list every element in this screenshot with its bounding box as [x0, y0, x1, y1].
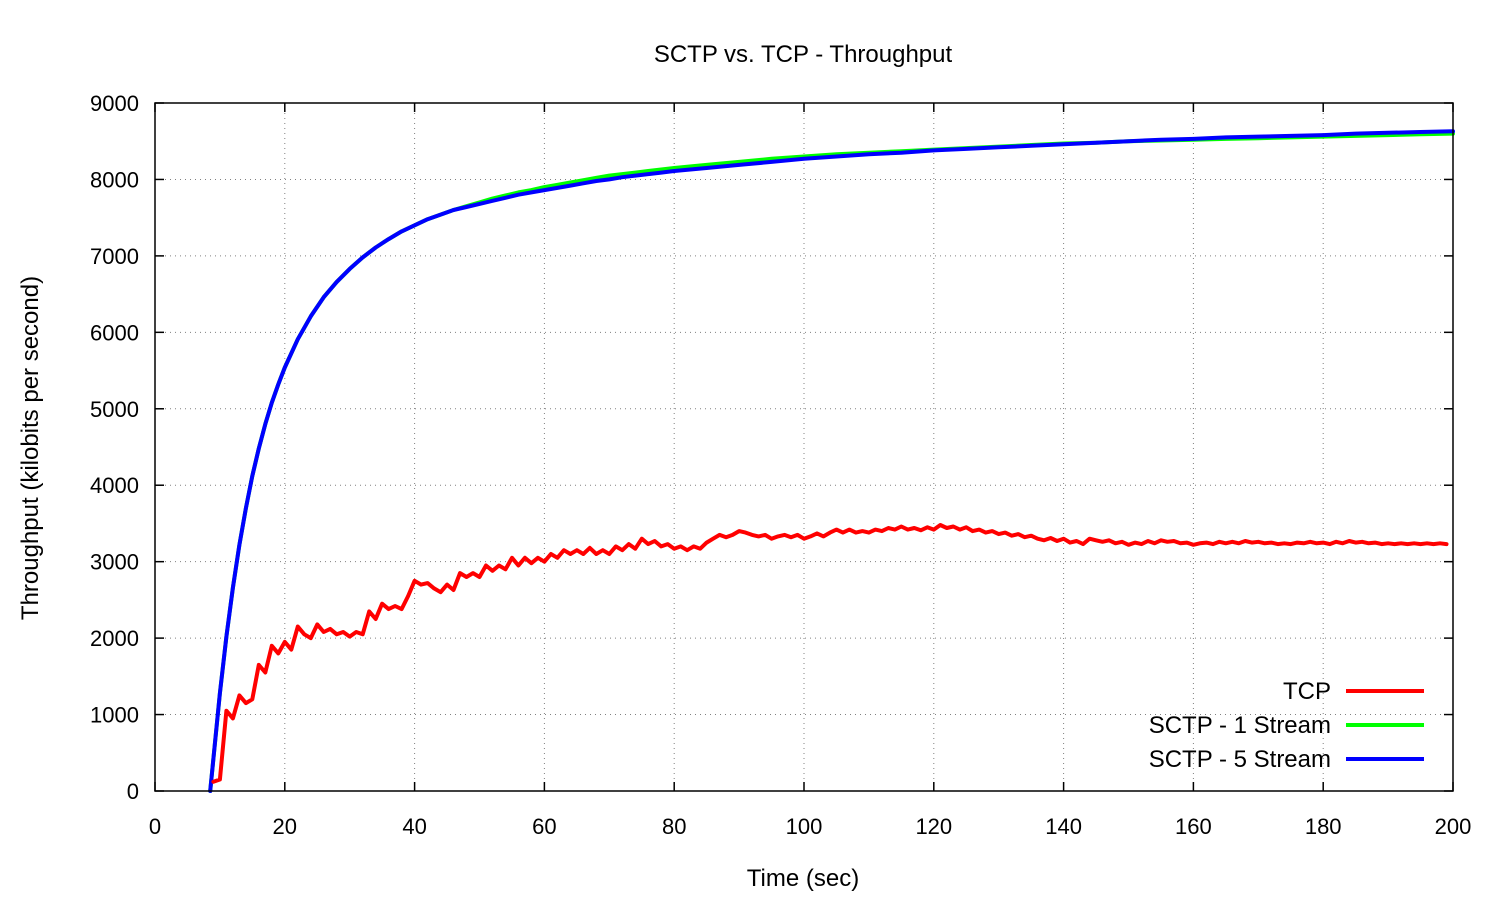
legend-label-sctp-5-stream: SCTP - 5 Stream: [1149, 746, 1331, 773]
y-tick-label: 9000: [90, 91, 139, 116]
y-tick-label: 5000: [90, 397, 139, 422]
x-tick-label: 180: [1305, 814, 1342, 839]
legend: TCP SCTP - 1 Stream SCTP - 5 Stream: [1149, 678, 1424, 773]
x-axis-label: Time (sec): [747, 865, 859, 892]
x-tick-label: 160: [1175, 814, 1212, 839]
y-tick-label: 7000: [90, 244, 139, 269]
legend-label-sctp-1-stream: SCTP - 1 Stream: [1149, 712, 1331, 739]
series-line-sctp-5-stream: [208, 129, 1455, 793]
legend-label-tcp: TCP: [1283, 678, 1331, 705]
plot-frame: [154, 102, 1454, 792]
y-axis-label: Throughput (kilobits per second): [17, 276, 44, 620]
grid: [155, 103, 1453, 791]
x-tick-label: 100: [786, 814, 823, 839]
plot-area: [208, 129, 1455, 793]
x-tick-label: 80: [662, 814, 686, 839]
axes: 0 20 40 60 80 100 120 140 160 180 2000100020003000…: [90, 91, 1471, 839]
x-tick-label: 20: [273, 814, 297, 839]
x-tick-label: 200: [1435, 814, 1472, 839]
y-tick-label: 4000: [90, 473, 139, 498]
x-tick-label: 0: [149, 814, 161, 839]
chart-title: SCTP vs. TCP - Throughput: [654, 41, 953, 68]
y-tick-label: 3000: [90, 550, 139, 575]
x-tick-label: 40: [402, 814, 426, 839]
x-tick-label: 140: [1045, 814, 1082, 839]
x-tick-label: 60: [532, 814, 556, 839]
y-tick-label: 8000: [90, 167, 139, 192]
y-tick-label: 1000: [90, 703, 139, 728]
y-tick-label: 2000: [90, 626, 139, 651]
x-tick-label: 120: [915, 814, 952, 839]
y-tick-label: 6000: [90, 320, 139, 345]
y-tick-label: 0: [127, 779, 139, 804]
series-line-tcp: [211, 523, 1449, 784]
